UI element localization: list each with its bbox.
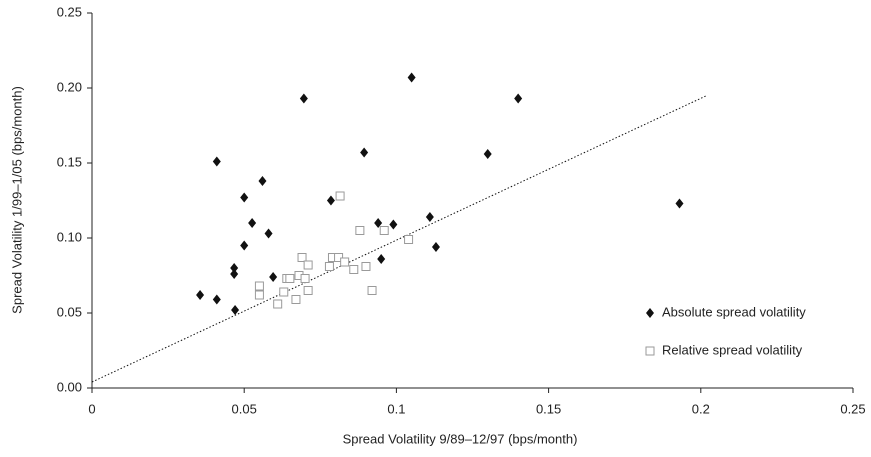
- point: [514, 93, 523, 104]
- point: [483, 149, 492, 159]
- point: [404, 235, 414, 244]
- trendline: [91, 95, 708, 383]
- point: [360, 147, 369, 158]
- point: [269, 272, 278, 282]
- point: [231, 305, 240, 315]
- y-tick-label: 0.15: [57, 154, 82, 169]
- point: [361, 262, 371, 271]
- point: [285, 274, 295, 283]
- point: [212, 294, 221, 305]
- legend-label: Absolute spread volatility: [662, 304, 806, 319]
- x-tick-label: 0.1: [387, 401, 405, 416]
- point: [379, 226, 389, 235]
- point: [431, 242, 440, 252]
- point: [335, 191, 345, 201]
- legend-marker: [646, 308, 654, 318]
- point: [407, 72, 416, 83]
- point: [291, 295, 301, 304]
- point: [300, 274, 310, 283]
- point: [349, 265, 359, 274]
- point: [212, 156, 221, 167]
- x-tick-label: 0.25: [840, 401, 865, 416]
- x-tick-label: 0.05: [232, 401, 257, 416]
- legend-marker: [645, 346, 655, 356]
- y-tick-label: 0.10: [57, 229, 82, 244]
- x-tick-label: 0.2: [692, 401, 710, 416]
- point: [240, 240, 249, 251]
- point: [303, 260, 313, 270]
- point: [297, 253, 307, 262]
- point: [377, 254, 386, 264]
- point: [279, 287, 289, 297]
- point: [264, 228, 273, 239]
- point: [326, 195, 335, 206]
- x-axis-label: Spread Volatility 9/89–12/97 (bps/month): [343, 431, 578, 446]
- point: [258, 176, 267, 186]
- point: [389, 219, 398, 230]
- point: [303, 286, 313, 295]
- point: [254, 281, 264, 291]
- point: [254, 290, 264, 300]
- y-tick-label: 0.00: [57, 379, 82, 394]
- point: [340, 257, 350, 267]
- point: [425, 212, 434, 222]
- point: [273, 299, 283, 309]
- point: [324, 262, 334, 271]
- point: [355, 226, 365, 235]
- point: [230, 269, 239, 279]
- point: [374, 218, 383, 228]
- point: [248, 218, 257, 228]
- y-axis-label: Spread Volatility 1/99–1/05 (bps/month): [9, 86, 24, 314]
- point: [675, 198, 684, 209]
- point: [240, 192, 249, 203]
- y-tick-label: 0.25: [57, 4, 82, 19]
- x-tick-label: 0: [88, 401, 95, 416]
- point: [367, 286, 377, 295]
- x-tick-label: 0.15: [536, 401, 561, 416]
- legend-label: Relative spread volatility: [662, 342, 803, 357]
- point: [299, 93, 308, 104]
- point: [196, 290, 205, 300]
- y-tick-label: 0.20: [57, 79, 82, 94]
- point: [230, 263, 239, 273]
- y-tick-label: 0.05: [57, 304, 82, 319]
